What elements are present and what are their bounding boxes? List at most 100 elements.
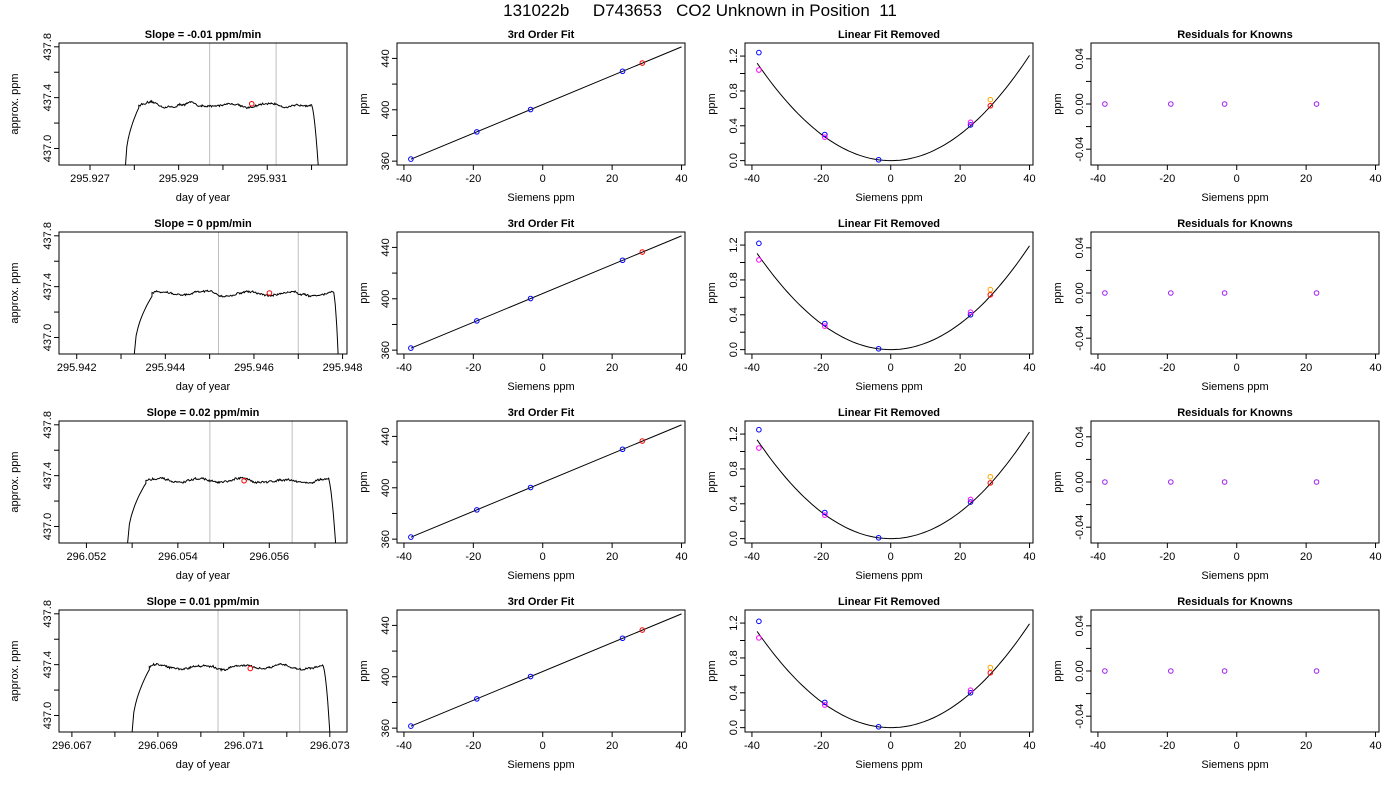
data-point xyxy=(527,106,534,113)
x-tick-label: -40 xyxy=(1090,173,1106,185)
x-tick-label: 20 xyxy=(1300,740,1312,752)
x-tick-label: 295.946 xyxy=(234,362,274,374)
x-axis-label: Siemens ppm xyxy=(855,381,922,393)
x-tick-label: 0 xyxy=(1234,173,1240,185)
y-tick-label: 0.8 xyxy=(728,272,740,287)
plot-frame xyxy=(1090,420,1380,544)
trace-line xyxy=(133,289,339,354)
y-axis-label: ppm xyxy=(706,660,718,681)
data-point xyxy=(822,131,828,138)
y-tick-label: -0.04 xyxy=(1074,137,1086,162)
x-tick-label: 296.067 xyxy=(52,740,92,752)
y-tick-label: 0.4 xyxy=(728,307,740,322)
data-point xyxy=(875,345,882,352)
x-tick-label: 20 xyxy=(1300,362,1312,374)
panel-title: Slope = 0.01 ppm/min xyxy=(147,596,260,608)
panel-r3-res: Residuals for Knowns -40 -20 0 20 40 -0.04 0.00… xyxy=(1052,407,1382,582)
y-axis-label: ppm xyxy=(358,282,370,303)
y-axis-label: ppm xyxy=(706,93,718,114)
x-tick-label: 40 xyxy=(1023,551,1035,563)
plot-area xyxy=(408,613,682,729)
x-tick-label: -40 xyxy=(396,740,412,752)
x-tick-label: 20 xyxy=(606,173,618,185)
y-tick-label: 0.0 xyxy=(728,342,740,357)
data-point xyxy=(1168,668,1174,674)
panel-title: Slope = 0.02 ppm/min xyxy=(147,407,260,419)
data-point xyxy=(756,618,762,625)
data-point xyxy=(639,627,646,633)
page-title: 131022b D743653 CO2 Unknown in Position … xyxy=(503,1,897,20)
x-tick-label: 0 xyxy=(540,362,546,374)
panel-r1-lin: Linear Fit Removed -40 -20 0 20 40 0.0 0.4 0.8 1.… xyxy=(706,29,1036,204)
data-point xyxy=(756,67,762,73)
x-tick-label: -40 xyxy=(1090,740,1106,752)
y-tick-label: 437.8 xyxy=(42,600,54,628)
data-point xyxy=(987,669,994,676)
x-tick-label: 0 xyxy=(1234,551,1240,563)
panel-title: Slope = 0 ppm/min xyxy=(154,218,252,230)
data-point xyxy=(756,445,762,451)
plot-frame xyxy=(1090,42,1380,166)
y-tick-label: 0.0 xyxy=(728,153,740,168)
y-axis-label: ppm xyxy=(1052,471,1064,492)
data-point xyxy=(1168,479,1174,485)
panel-title: Residuals for Knowns xyxy=(1177,596,1293,608)
y-tick-label: 1.2 xyxy=(728,615,740,630)
data-point xyxy=(967,311,974,318)
data-point xyxy=(408,723,414,729)
panel-title: Slope = -0.01 ppm/min xyxy=(145,29,262,41)
x-tick-label: 20 xyxy=(606,551,618,563)
x-axis-label: Siemens ppm xyxy=(1201,381,1268,393)
fit-line xyxy=(410,46,682,160)
y-tick-label: 0.8 xyxy=(728,83,740,98)
x-tick-label: 40 xyxy=(1369,362,1381,374)
data-point xyxy=(619,446,626,453)
x-tick-label: -20 xyxy=(813,740,829,752)
x-tick-label: 40 xyxy=(675,551,687,563)
y-axis-label: ppm xyxy=(1052,282,1064,303)
data-point xyxy=(875,156,882,163)
y-tick-label: 437.0 xyxy=(42,702,54,730)
data-point xyxy=(1102,479,1108,485)
x-axis-label: day of year xyxy=(176,570,231,582)
y-axis-label: approx. ppm xyxy=(9,640,21,701)
x-axis-label: Siemens ppm xyxy=(507,192,574,204)
x-tick-label: 40 xyxy=(675,740,687,752)
data-point xyxy=(1221,479,1228,485)
plot-area xyxy=(1102,668,1320,674)
plot-frame xyxy=(744,42,1034,166)
data-point xyxy=(987,102,994,109)
panel-title: Linear Fit Removed xyxy=(838,29,940,41)
y-tick-label: 0.00 xyxy=(1074,660,1086,681)
plot-area xyxy=(408,46,682,162)
data-point xyxy=(1102,101,1108,107)
y-axis-label: ppm xyxy=(358,660,370,681)
fit-curve xyxy=(756,431,1030,540)
y-tick-label: 0.0 xyxy=(728,531,740,546)
x-tick-label: -20 xyxy=(465,362,481,374)
plot-area xyxy=(756,240,1030,352)
plot-frame xyxy=(58,42,348,166)
plot-area xyxy=(756,618,1030,730)
red-marker xyxy=(248,100,255,107)
data-point xyxy=(1313,290,1320,296)
x-tick-label: 20 xyxy=(954,173,966,185)
x-tick-label: 20 xyxy=(1300,173,1312,185)
y-axis-label: ppm xyxy=(358,93,370,114)
y-axis-label: ppm xyxy=(706,471,718,492)
plot-frame xyxy=(396,420,686,544)
x-tick-label: 295.927 xyxy=(70,173,110,185)
x-tick-label: -40 xyxy=(744,173,760,185)
x-tick-label: 0 xyxy=(1234,362,1240,374)
plot-frame xyxy=(1090,609,1380,733)
y-tick-label: 360 xyxy=(380,341,392,359)
fit-line xyxy=(410,424,682,538)
panel-r2-lin: Linear Fit Removed -40 -20 0 20 40 0.0 0.4 0.8 1.… xyxy=(706,218,1036,393)
plot-area xyxy=(1102,290,1320,296)
data-point xyxy=(967,122,974,128)
y-tick-label: 440 xyxy=(380,616,392,634)
y-tick-label: 0.04 xyxy=(1074,615,1086,636)
panel-r1-fit: 3rd Order Fit -40 -20 0 20 40 360 400 440 Siemens… xyxy=(358,29,688,204)
data-point xyxy=(822,509,828,516)
data-point xyxy=(1313,668,1320,674)
